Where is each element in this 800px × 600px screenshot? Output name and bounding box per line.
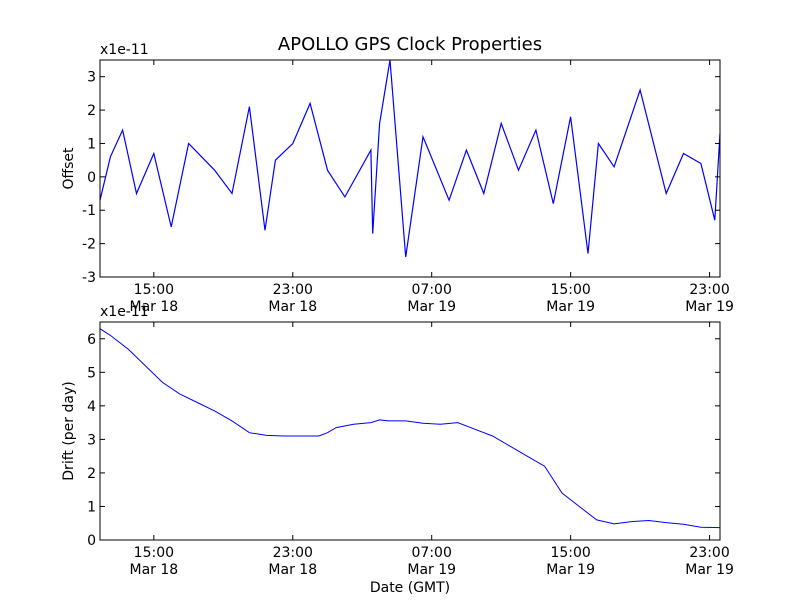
y-multiplier-label: x1e-11 — [100, 42, 149, 58]
x-axis-label: Date (GMT) — [370, 580, 450, 596]
x-tick-time-label: 15:00 — [550, 545, 590, 561]
x-tick-date-label: Mar 18 — [268, 562, 317, 578]
x-tick-date-label: Mar 19 — [546, 299, 595, 315]
x-tick-date-label: Mar 18 — [129, 562, 178, 578]
y-axis-label: Drift (per day) — [61, 381, 77, 480]
chart-title: APOLLO GPS Clock Properties — [278, 34, 542, 55]
x-tick-time-label: 15:00 — [134, 282, 174, 298]
y-tick-label: -1 — [82, 203, 96, 219]
y-tick-label: 0 — [87, 170, 96, 186]
y-tick-label: 0 — [87, 533, 96, 549]
y-tick-label: 5 — [87, 365, 96, 381]
x-tick-time-label: 23:00 — [273, 282, 313, 298]
x-tick-time-label: 07:00 — [412, 282, 452, 298]
x-tick-time-label: 23:00 — [273, 545, 313, 561]
x-tick-time-label: 15:00 — [550, 282, 590, 298]
y-tick-label: -2 — [82, 237, 96, 253]
y-tick-label: 2 — [87, 466, 96, 482]
x-tick-date-label: Mar 19 — [407, 299, 456, 315]
drift-series-line — [99, 328, 721, 529]
y-tick-label: 1 — [87, 136, 96, 152]
y-tick-label: -3 — [82, 270, 96, 286]
plot-frame — [99, 321, 721, 541]
x-tick-time-label: 15:00 — [134, 545, 174, 561]
plot-frame — [99, 59, 721, 278]
y-tick-label: 2 — [87, 103, 96, 119]
x-tick-date-label: Mar 19 — [685, 299, 734, 315]
y-axis-label: Offset — [61, 147, 77, 190]
y-tick-label: 3 — [87, 70, 96, 86]
y-multiplier-label: x1e-11 — [100, 304, 149, 320]
x-tick-time-label: 07:00 — [412, 545, 452, 561]
x-tick-date-label: Mar 18 — [129, 299, 178, 315]
x-tick-time-label: 23:00 — [689, 282, 729, 298]
offset-series-line — [99, 59, 721, 258]
y-tick-label: 6 — [87, 332, 96, 348]
y-tick-label: 4 — [87, 399, 96, 415]
x-tick-date-label: Mar 18 — [268, 299, 317, 315]
x-tick-date-label: Mar 19 — [407, 562, 456, 578]
x-tick-date-label: Mar 19 — [546, 562, 595, 578]
x-tick-time-label: 23:00 — [689, 545, 729, 561]
y-tick-label: 1 — [87, 499, 96, 515]
x-tick-date-label: Mar 19 — [685, 562, 734, 578]
y-tick-label: 3 — [87, 432, 96, 448]
